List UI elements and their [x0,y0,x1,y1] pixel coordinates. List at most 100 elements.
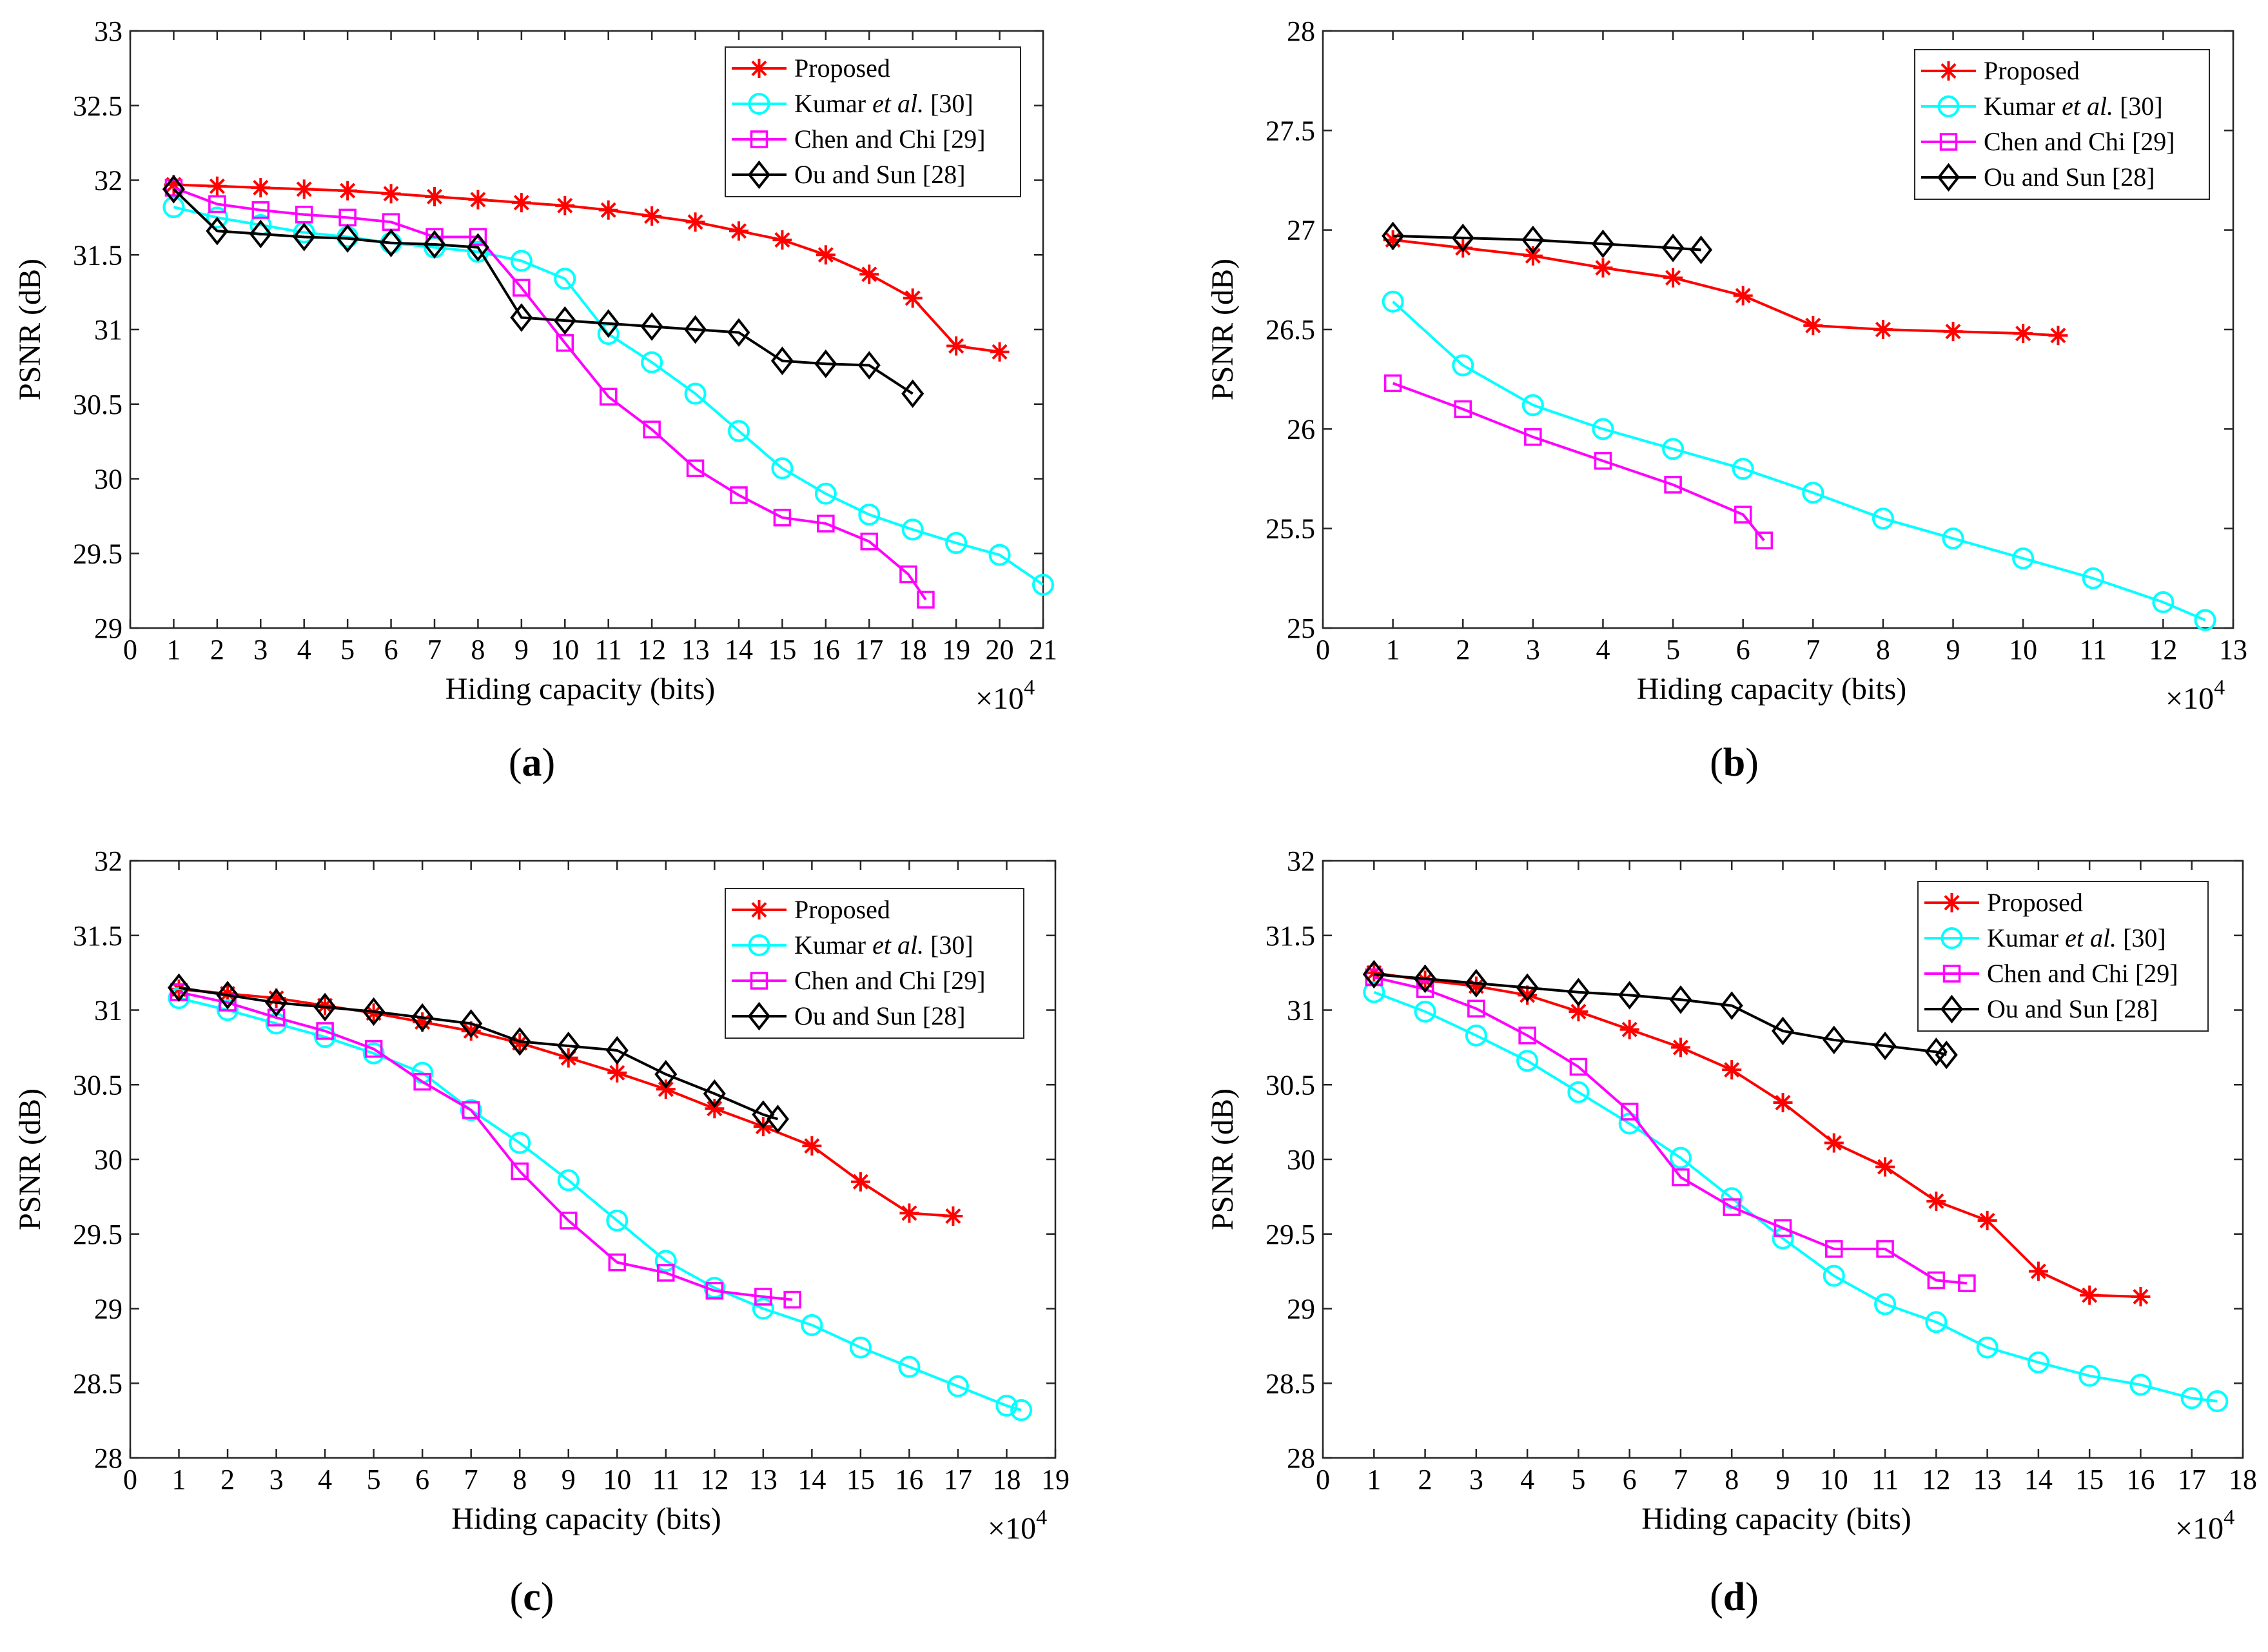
data-point [943,1206,963,1226]
data-point [1521,225,1545,255]
x-tick-label: 18 [899,634,927,665]
data-point [1452,354,1474,377]
series-line [1373,976,1968,1285]
legend-marker [747,1001,771,1031]
y-tick-label: 28.5 [73,1368,122,1399]
x-tick-label: 11 [595,634,622,665]
x-multiplier-exponent: 4 [1024,676,1035,700]
data-point [362,997,386,1027]
data-point [814,349,837,379]
x-tick-label: 16 [2126,1464,2155,1495]
data-point [686,459,705,478]
data-point [469,228,487,246]
series-chen-and-chi-29 [164,179,935,609]
x-multiplier-base: ×10 [2175,1511,2224,1546]
data-point [207,176,227,196]
y-tick-label: 28.5 [1266,1368,1315,1399]
x-axis-label: Hiding capacity (bits) [451,1502,721,1536]
x-tick-label: 21 [1029,634,1057,665]
legend-label: Chen and Chi [29] [1987,959,2178,988]
data-point [1516,1050,1539,1072]
data-point [1942,527,1964,550]
chart-panel-b: 0 1 2 3 4 5 6 7 8 9 10 11 12 132525.52626.52727.528Hi… [1206,15,2247,785]
x-tick-label: 13 [681,634,710,665]
x-tick-label: 12 [1922,1464,1950,1495]
data-point [1876,1240,1894,1258]
panel-caption: (a) [509,741,555,785]
series-line [173,188,914,395]
x-tick-label: 14 [797,1464,826,1495]
data-point [1824,1133,1844,1153]
legend-marker [750,972,768,990]
caption-letter: a [522,741,542,785]
data-point [2078,1364,2101,1387]
data-point [990,342,1010,362]
x-tick-label: 7 [464,1464,478,1495]
data-point [773,508,792,527]
legend-label-text: Ou and Sun [28] [1984,162,2155,192]
data-point [1825,1240,1843,1258]
data-point [1672,1168,1690,1186]
y-tick-label: 30.5 [73,1069,122,1101]
data-point [1416,980,1434,998]
y-tick-label: 30.5 [1266,1069,1315,1101]
x-tick-label: 5 [340,634,355,665]
legend-label-text: Proposed [1984,56,2080,85]
x-tick-label: 3 [253,634,268,665]
legend-label-text: Proposed [794,895,890,924]
caption-open-paren: ( [509,741,522,785]
data-point [641,351,663,373]
data-point [249,219,272,249]
data-point [1451,223,1474,253]
caption-letter: c [523,1575,541,1619]
x-tick-label: 18 [992,1464,1021,1495]
data-point [206,206,228,229]
data-point [513,279,531,297]
legend: Proposed Kumar et al. [30] Chen and Chi [2… [1914,49,2210,200]
data-point [251,201,270,219]
x-multiplier-exponent: 4 [2214,676,2225,700]
x-tick-label: 5 [1666,634,1680,665]
x-tick-label: 1 [1386,634,1400,665]
data-point [1669,985,1692,1014]
legend-label-text: Chen and Chi [29] [1984,127,2175,156]
x-tick-label: 2 [210,634,224,665]
data-point [1732,458,1754,480]
x-multiplier-base: ×10 [975,682,1024,716]
legend: Proposed Kumar et al. [30] Chen and Chi [2… [725,46,1021,197]
data-point [801,1313,823,1336]
y-tick-label: 29.5 [73,538,122,569]
x-tick-label: 12 [700,1464,728,1495]
data-point [557,1031,580,1061]
panel-caption: (c) [510,1575,554,1619]
legend-label-text: Kumar [1984,92,2062,121]
y-tick-label: 30 [94,464,122,495]
series-chen-and-chi-29 [1365,968,1976,1292]
data-point [2013,324,2033,344]
y-axis-label: PSNR (dB) [13,1088,47,1230]
data-point [1383,230,1403,250]
x-tick-label: 14 [725,634,753,665]
series-line [1392,300,2206,622]
data-point [1669,1146,1692,1169]
x-tick-label: 11 [652,1464,679,1495]
data-point [461,1021,481,1041]
y-tick-label: 30 [94,1144,122,1175]
legend-label-text: Chen and Chi [29] [794,966,986,995]
x-tick-label: 17 [855,634,883,665]
data-point [1873,1031,1897,1061]
data-point [381,184,401,204]
data-point [605,1036,629,1065]
data-point [1521,394,1544,417]
legend-marker [1941,927,1963,949]
x-tick-label: 13 [1973,1464,2002,1495]
x-tick-label: 5 [1571,1464,1585,1495]
data-point [1518,1027,1536,1045]
data-point [995,1394,1018,1417]
data-point [362,1042,385,1065]
data-point [425,186,444,206]
data-point [1415,970,1435,990]
data-point [730,486,748,504]
x-tick-label: 13 [2219,634,2247,665]
data-point [380,228,403,257]
